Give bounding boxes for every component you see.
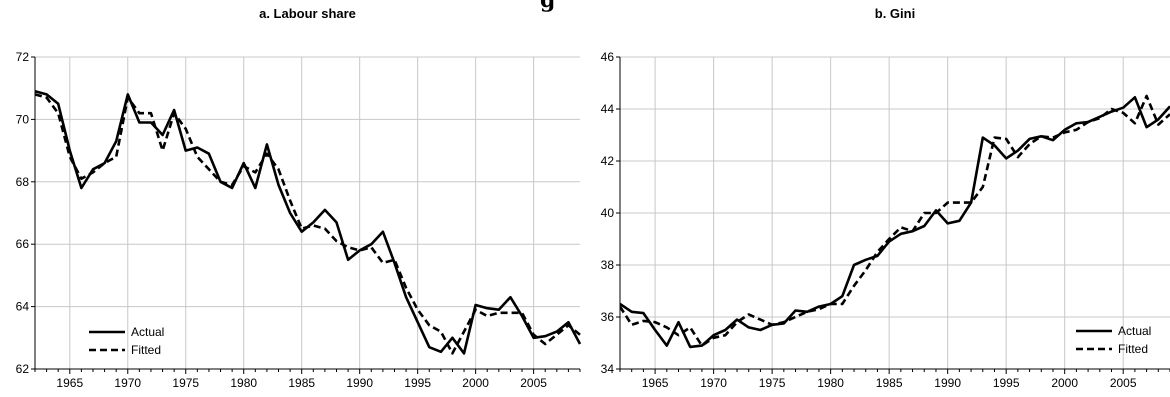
x-tick-label: 1980 xyxy=(230,376,257,390)
gini-chart: b. Gini 34 36 38 40 42 44 46 1965 1970 1975 1980 198… xyxy=(585,0,1170,392)
y-tick-label: 40 xyxy=(601,206,615,220)
legend: Actual Fitted xyxy=(89,325,164,357)
series-line-actual xyxy=(35,90,582,355)
x-tick-label: 1965 xyxy=(56,376,83,390)
grid xyxy=(35,56,580,369)
x-tick-label: 1975 xyxy=(172,376,199,390)
grid xyxy=(620,56,1170,369)
x-tick-label: 1975 xyxy=(759,376,786,390)
y-tick-label: 38 xyxy=(601,258,615,272)
legend-label-actual: Actual xyxy=(1118,324,1151,338)
figure-header-fragment: g xyxy=(540,0,557,13)
y-tick-label: 68 xyxy=(16,175,30,189)
x-tick-label: 1985 xyxy=(288,376,315,390)
x-tick-label: 2005 xyxy=(520,376,547,390)
x-tick-label: 1980 xyxy=(817,376,844,390)
y-tick-label: 70 xyxy=(16,112,30,126)
x-tick-label: 1990 xyxy=(934,376,961,390)
x-tick-label: 2005 xyxy=(1110,376,1137,390)
x-tick-label: 1990 xyxy=(346,376,373,390)
x-tick-label: 1985 xyxy=(876,376,903,390)
series-line-actual xyxy=(620,96,1170,349)
y-tick-label: 36 xyxy=(601,310,615,324)
x-tick-label: 1965 xyxy=(642,376,669,390)
y-tick-label: 34 xyxy=(601,362,615,376)
x-tick-label: 1995 xyxy=(404,376,431,390)
y-tick-label: 72 xyxy=(16,50,30,64)
x-tick-label: 1970 xyxy=(700,376,727,390)
y-tick-label: 64 xyxy=(16,300,30,314)
chart-title: b. Gini xyxy=(875,6,915,21)
x-tick-label: 1995 xyxy=(993,376,1020,390)
labour-share-plot: a. Labour share 62 64 66 68 70 72 1965 1970 1975 1… xyxy=(16,6,582,390)
y-tick-label: 46 xyxy=(601,50,615,64)
y-tick-label: 62 xyxy=(16,362,30,376)
y-tick-label: 42 xyxy=(601,154,615,168)
labour-share-chart: a. Labour share 62 64 66 68 70 72 1965 1970 1975 1… xyxy=(0,0,585,392)
legend-label-actual: Actual xyxy=(131,325,164,339)
y-tick-label: 66 xyxy=(16,237,30,251)
x-tick-label: 2000 xyxy=(462,376,489,390)
gini-plot: b. Gini 34 36 38 40 42 44 46 1965 1970 1975 1980 198… xyxy=(601,6,1170,390)
chart-title: a. Labour share xyxy=(259,6,356,21)
legend-label-fitted: Fitted xyxy=(1118,342,1148,356)
y-tick-label: 44 xyxy=(601,102,615,116)
legend-label-fitted: Fitted xyxy=(131,343,161,357)
legend: Actual Fitted xyxy=(1076,324,1151,356)
x-tick-label: 1970 xyxy=(114,376,141,390)
series-line-fitted xyxy=(620,94,1170,347)
series-line-fitted xyxy=(35,93,581,355)
x-tick-label: 2000 xyxy=(1051,376,1078,390)
